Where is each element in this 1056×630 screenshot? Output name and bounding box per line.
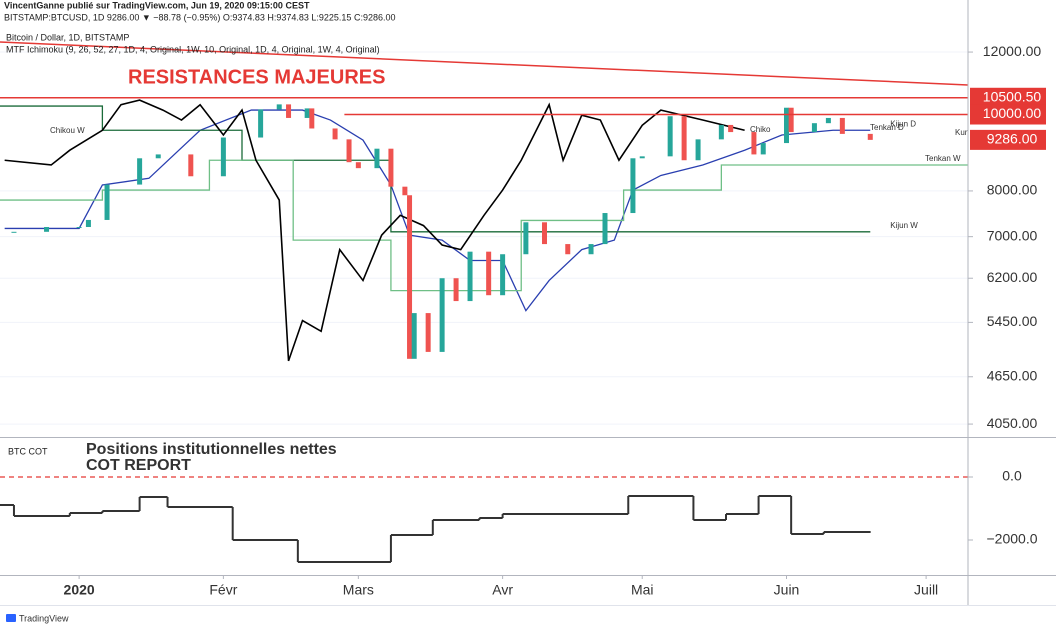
symbol-line: BITSTAMP:BTCUSD, 1D 9286.00 ▼ −88.78 (−0… (4, 12, 395, 22)
candle (439, 278, 445, 352)
price-badge (970, 87, 1046, 108)
x-tick-label: Avr (492, 582, 513, 598)
candle (425, 313, 431, 352)
candle (639, 156, 645, 159)
price-badge (970, 129, 1046, 150)
y-tick-label: 4650.00 (987, 367, 1038, 383)
candle (788, 107, 794, 133)
candle (355, 162, 361, 169)
y-tick-label: 7000.00 (987, 227, 1038, 243)
candle (695, 139, 701, 161)
indicator-line: MTF Ichimoku (9, 26, 52, 27, 1D, 4, Orig… (6, 44, 380, 54)
footer-logo: TradingView (19, 613, 69, 623)
candle (388, 148, 394, 187)
candle (374, 148, 380, 169)
price-badge-label: 10500.50 (983, 88, 1042, 104)
y-tick-label: 6200.00 (987, 269, 1038, 285)
candle (784, 107, 789, 144)
cot-title: BTC COT (8, 446, 48, 456)
candle (220, 137, 226, 177)
candle (500, 254, 506, 296)
x-tick-label: 2020 (64, 582, 95, 598)
y-tick-label: 8000.00 (987, 182, 1038, 198)
candle (304, 108, 310, 118)
candle (760, 143, 766, 155)
x-tick-label: Mars (343, 582, 374, 598)
candle (137, 158, 143, 185)
candle (44, 227, 50, 232)
candle (728, 124, 734, 133)
y-tick-label: 12000.00 (983, 43, 1042, 59)
candle (402, 186, 408, 196)
candle (467, 251, 473, 302)
x-tick-label: Juill (914, 582, 938, 598)
header-bg (0, 0, 560, 26)
x-tick-label: Févr (209, 582, 237, 598)
candle (565, 244, 571, 255)
price-badge (970, 104, 1046, 125)
candle (588, 244, 594, 255)
candle (188, 154, 194, 177)
chart-title: Bitcoin / Dollar, 1D, BITSTAMP (6, 32, 129, 42)
line-label: Chikou W (50, 126, 85, 135)
candle (11, 231, 17, 233)
candle (332, 128, 338, 140)
candle (309, 108, 315, 129)
author-line: VincentGanne publié sur TradingView.com,… (4, 0, 310, 10)
candle (411, 313, 417, 359)
series-label: Kijun W (890, 221, 918, 230)
price-pane: Kijun D Kijun W Tenkan W Chikou W Chiko Tenka… (0, 41, 969, 425)
cot-pane (0, 476, 968, 563)
indicator-line (0, 159, 968, 292)
candle (155, 154, 161, 159)
candle (542, 222, 547, 245)
candle (486, 251, 492, 296)
candle (407, 195, 413, 359)
logo-icon (6, 614, 16, 622)
candle (85, 219, 91, 228)
y-tick-label: 4050.00 (987, 415, 1038, 431)
y-tick-label: −2000.0 (987, 531, 1038, 547)
y-tick-label: 0.0 (1002, 468, 1022, 484)
candle (453, 278, 459, 302)
candle (602, 213, 608, 245)
indicator-line (0, 105, 871, 233)
y-tick-label: 5450.00 (987, 313, 1038, 329)
candle (76, 227, 82, 229)
candle (751, 132, 757, 155)
x-tick-label: Juin (774, 582, 800, 598)
candle (867, 133, 873, 140)
candle (839, 117, 845, 134)
price-badge-label: 9286.00 (987, 131, 1038, 147)
candle (258, 109, 264, 138)
candle (523, 222, 529, 255)
line-label: Chiko (750, 125, 771, 134)
candle (104, 184, 110, 220)
price-badge-label: 10000.00 (983, 105, 1042, 121)
chikou-line (4, 99, 745, 362)
line-label: Kun (955, 128, 969, 137)
candle (811, 123, 817, 133)
candle (825, 117, 831, 124)
candle (681, 116, 687, 161)
candle (286, 104, 292, 118)
cot-annotation: Positions institutionnelles nettes (86, 441, 337, 458)
trendline (0, 41, 968, 86)
series-label: Tenkan W (925, 154, 961, 163)
cot-annotation: COT REPORT (86, 457, 191, 474)
x-tick-label: Mai (631, 582, 654, 598)
candle (667, 116, 673, 157)
candle (346, 139, 352, 163)
candle (276, 104, 282, 110)
series-label: Kijun D (890, 119, 916, 128)
candle (630, 158, 636, 214)
line-label: Tenkan D (870, 123, 904, 132)
annotation: RESISTANCES MAJEURES (128, 66, 385, 88)
candle (718, 124, 724, 140)
